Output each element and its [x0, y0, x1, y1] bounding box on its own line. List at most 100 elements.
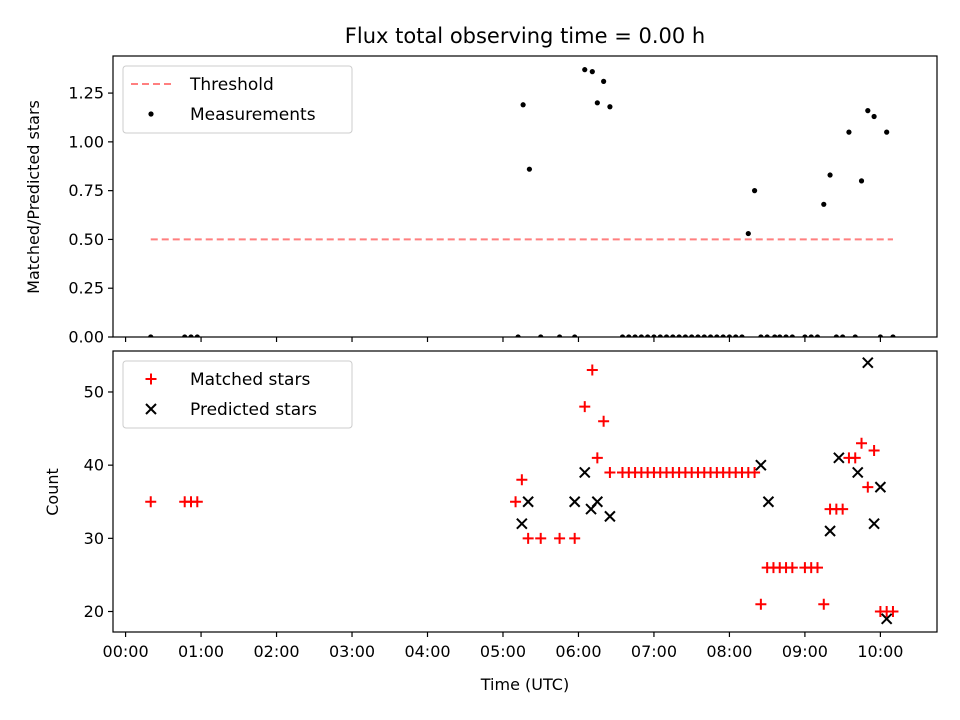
- x-tick-label: 05:00: [480, 642, 526, 661]
- measurement-point: [884, 129, 890, 135]
- measurement-point: [582, 67, 588, 73]
- x-tick-label: 06:00: [555, 642, 601, 661]
- measurement-point: [682, 334, 688, 337]
- x-axis-label: Time (UTC): [480, 675, 569, 694]
- measurement-point: [182, 334, 188, 337]
- matched-star-point: [786, 562, 798, 574]
- matched-star-point: [604, 466, 616, 478]
- measurement-point: [726, 334, 733, 337]
- predicted-star-point: [568, 496, 581, 508]
- top-plot-area: 0.00 0.25 0.50 0.75 1.00 1.25 Threshold Measure…: [68, 55, 938, 347]
- measurement-point: [865, 108, 871, 114]
- matched-star-point: [887, 606, 899, 618]
- predicted-star-point: [522, 496, 534, 508]
- matched-star-point: [579, 401, 591, 413]
- measurement-point: [777, 334, 783, 337]
- bottom-y-tick-label: 50: [84, 382, 104, 401]
- measurement-point: [758, 334, 764, 337]
- measurement-point: [572, 334, 578, 337]
- predicted-star-point: [833, 452, 845, 464]
- measurement-point: [789, 334, 795, 337]
- top-axes-frame: [112, 55, 938, 338]
- x-tick-label: 04:00: [404, 642, 450, 661]
- measurement-point: [833, 334, 839, 337]
- measurement-point: [594, 100, 600, 106]
- matched-star-point: [535, 532, 547, 544]
- predicted-star-point: [604, 510, 616, 523]
- x-tick-label: 09:00: [782, 642, 828, 661]
- measurement-point: [707, 334, 714, 337]
- x-tick-label: 08:00: [706, 642, 752, 661]
- measurement-point: [852, 334, 858, 337]
- matched-star-point: [868, 445, 880, 457]
- x-tick-label: 02:00: [253, 642, 299, 661]
- measurement-point: [890, 334, 896, 337]
- predicted-star-point: [862, 357, 874, 369]
- legend-entry-predicted-stars: Predicted stars: [190, 400, 317, 420]
- predicted-star-point: [579, 466, 591, 479]
- predicted-star-point: [868, 517, 880, 530]
- top-y-tick-label: 0.50: [68, 230, 104, 249]
- legend-entry-measurements: Measurements: [190, 105, 316, 125]
- measurement-point: [772, 334, 778, 337]
- top-y-axis-label: Matched/Predicted stars: [24, 100, 43, 294]
- measurement-point: [619, 334, 626, 337]
- legend-predicted-swatch: [145, 403, 157, 415]
- measurement-point: [670, 334, 676, 337]
- legend-measurement-swatch: [148, 111, 154, 117]
- measurement-point: [645, 334, 651, 337]
- measurement-point: [676, 334, 682, 337]
- measurement-point: [733, 334, 739, 337]
- measurement-point: [657, 334, 663, 337]
- x-tick-label: 10:00: [857, 642, 903, 661]
- measurement-point: [814, 334, 821, 337]
- bottom-legend-box: [122, 360, 353, 429]
- top-legend: Threshold Measurements: [122, 65, 353, 134]
- measurement-point: [601, 78, 607, 84]
- top-y-tick-label: 1.25: [68, 84, 104, 103]
- measurement-point: [638, 334, 644, 337]
- measurement-point: [846, 129, 852, 135]
- measurement-point: [858, 178, 865, 184]
- top-y-tick-label: 1.00: [68, 132, 104, 151]
- bottom-plot-area: 20 30 40 50 00:00 01:00 02:00 03:00 04:00 05:00 06…: [84, 350, 938, 661]
- measurement-point: [194, 334, 200, 337]
- measurement-point: [188, 334, 194, 337]
- measurement-point: [695, 334, 701, 337]
- predicted-star-point: [880, 613, 893, 625]
- predicted-star-point: [762, 496, 775, 508]
- bottom-y-tick-label: 20: [84, 602, 104, 621]
- matched-star-point: [811, 562, 823, 574]
- x-tick-label: 03:00: [329, 642, 375, 661]
- top-y-tick-label: 0.75: [68, 181, 104, 200]
- measurement-point: [589, 69, 595, 75]
- measurement-point: [764, 334, 770, 337]
- predicted-star-point: [852, 466, 864, 479]
- matched-star-point: [569, 532, 581, 544]
- bottom-y-axis-label: Count: [43, 468, 62, 516]
- top-series-group: [148, 67, 896, 337]
- matched-star-point: [862, 481, 874, 493]
- matched-star-point: [591, 452, 603, 464]
- measurement-point: [802, 334, 808, 337]
- measurement-point: [751, 188, 758, 194]
- predicted-star-point: [874, 481, 887, 493]
- matched-star-point: [586, 364, 598, 376]
- measurement-point: [515, 334, 521, 337]
- bottom-y-tick-label: 30: [84, 529, 104, 548]
- measurement-point: [520, 102, 526, 108]
- matched-star-point: [856, 437, 868, 449]
- measurement-point: [840, 334, 846, 337]
- measurement-point: [827, 172, 833, 178]
- predicted-star-point: [755, 459, 767, 471]
- measurement-point: [689, 334, 695, 337]
- measurement-point: [808, 334, 814, 337]
- x-tick-label: 07:00: [631, 642, 677, 661]
- matched-star-point: [837, 503, 849, 515]
- measurement-point: [607, 104, 613, 110]
- measurement-point: [783, 334, 789, 337]
- bottom-series-group: [145, 357, 899, 625]
- measurement-point: [739, 334, 745, 337]
- measurement-point: [626, 334, 632, 337]
